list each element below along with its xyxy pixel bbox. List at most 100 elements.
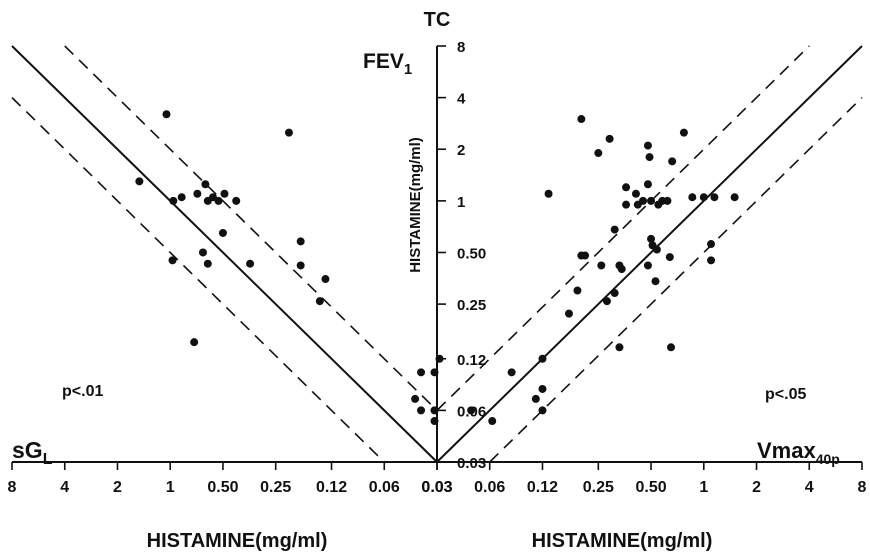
data-point xyxy=(411,394,420,403)
x-tick-label-left: 2 xyxy=(113,479,122,496)
data-point xyxy=(169,196,178,205)
data-point xyxy=(435,354,444,363)
data-point xyxy=(645,153,654,162)
panel-right-corner-sub: 40p xyxy=(816,451,840,467)
panel-right-x-axis-label: HISTAMINE(mg/ml) xyxy=(532,530,713,552)
x-tick-label-left: 0.03 xyxy=(421,479,452,496)
confidence-line-upper xyxy=(64,45,438,411)
data-point xyxy=(246,259,255,268)
data-point xyxy=(707,256,716,265)
data-point xyxy=(201,180,210,189)
panel-left-corner-sub: L xyxy=(43,451,53,468)
data-point xyxy=(430,406,439,415)
data-point xyxy=(232,196,241,205)
data-point xyxy=(190,338,199,347)
data-point xyxy=(610,225,619,234)
data-point xyxy=(203,259,212,268)
data-point xyxy=(639,196,648,205)
data-point xyxy=(296,261,305,270)
data-point xyxy=(315,297,324,306)
data-point xyxy=(507,368,516,377)
data-point xyxy=(538,384,547,393)
data-point xyxy=(622,200,631,209)
data-point xyxy=(699,193,708,202)
data-point xyxy=(665,253,674,262)
data-point xyxy=(615,343,624,352)
data-point xyxy=(177,193,186,202)
x-tick-label-right: 4 xyxy=(805,479,814,496)
x-tick-label-right: 0.06 xyxy=(474,479,505,496)
regression-line xyxy=(11,45,438,463)
x-tick-label-left: 1 xyxy=(166,479,175,496)
x-tick-label-left: 0.50 xyxy=(207,479,238,496)
panel-left-corner-main: sG xyxy=(12,437,43,463)
panel-right-p-value: p<.05 xyxy=(765,386,806,403)
y-tick-label: 1 xyxy=(457,194,465,211)
y-axis-label: HISTAMINE(mg/ml) xyxy=(407,137,424,273)
panel-right-corner-main: Vmax xyxy=(757,438,816,463)
data-point xyxy=(643,180,652,189)
y-tick-label: 0.50 xyxy=(457,245,486,262)
regression-line xyxy=(436,45,863,463)
y-tick-label: 2 xyxy=(457,142,465,159)
data-point xyxy=(730,193,739,202)
panel-left-p-value: p<.01 xyxy=(62,383,103,400)
data-point xyxy=(218,228,227,237)
y-tick-label: 8 xyxy=(457,39,465,56)
x-tick-label-left: 0.06 xyxy=(369,479,400,496)
data-point xyxy=(679,128,688,137)
y-tick-label: 0.25 xyxy=(457,297,486,314)
x-tick-label-left: 0.12 xyxy=(316,479,347,496)
data-point xyxy=(602,297,611,306)
data-point xyxy=(597,261,606,270)
data-point xyxy=(430,368,439,377)
data-point xyxy=(631,189,640,198)
data-point xyxy=(488,417,497,426)
data-point xyxy=(531,394,540,403)
center-label-sub: 1 xyxy=(404,61,412,78)
data-point xyxy=(162,110,171,119)
data-point xyxy=(538,406,547,415)
panel-left-corner-label: sGL xyxy=(12,437,53,468)
data-point xyxy=(135,177,144,186)
x-tick-label-left: 4 xyxy=(60,479,69,496)
data-point xyxy=(617,265,626,274)
data-point xyxy=(296,237,305,246)
data-point xyxy=(643,141,652,150)
y-tick-label: 0.12 xyxy=(457,352,486,369)
data-point xyxy=(663,196,672,205)
data-point xyxy=(564,309,573,318)
data-point xyxy=(198,248,207,257)
chart-title: TC xyxy=(424,9,451,31)
data-point xyxy=(168,256,177,265)
data-point xyxy=(643,261,652,270)
data-point xyxy=(610,289,619,298)
data-point xyxy=(573,286,582,295)
x-tick-label-right: 8 xyxy=(858,479,867,496)
data-point xyxy=(594,149,603,158)
data-point xyxy=(710,193,719,202)
data-point xyxy=(688,193,697,202)
data-point xyxy=(417,406,426,415)
data-point xyxy=(605,134,614,143)
data-point xyxy=(284,128,293,137)
center-label-fev1: FEV1 xyxy=(363,50,412,78)
data-point xyxy=(417,368,426,377)
data-point xyxy=(668,157,677,166)
data-point xyxy=(651,277,660,286)
regression-lines-layer xyxy=(11,45,863,463)
y-tick-label: 0.03 xyxy=(457,455,486,472)
data-point xyxy=(544,189,553,198)
data-point xyxy=(581,251,590,260)
x-tick-label-right: 2 xyxy=(752,479,761,496)
x-tick-label-left: 0.25 xyxy=(260,479,291,496)
panel-left-x-axis-label: HISTAMINE(mg/ml) xyxy=(147,530,328,552)
x-tick-label-right: 1 xyxy=(699,479,708,496)
data-point xyxy=(538,354,547,363)
x-tick-label-right: 0.50 xyxy=(635,479,666,496)
x-tick-label-right: 0.12 xyxy=(527,479,558,496)
data-point xyxy=(647,196,656,205)
data-point xyxy=(467,406,476,415)
confidence-line-upper xyxy=(436,45,810,411)
